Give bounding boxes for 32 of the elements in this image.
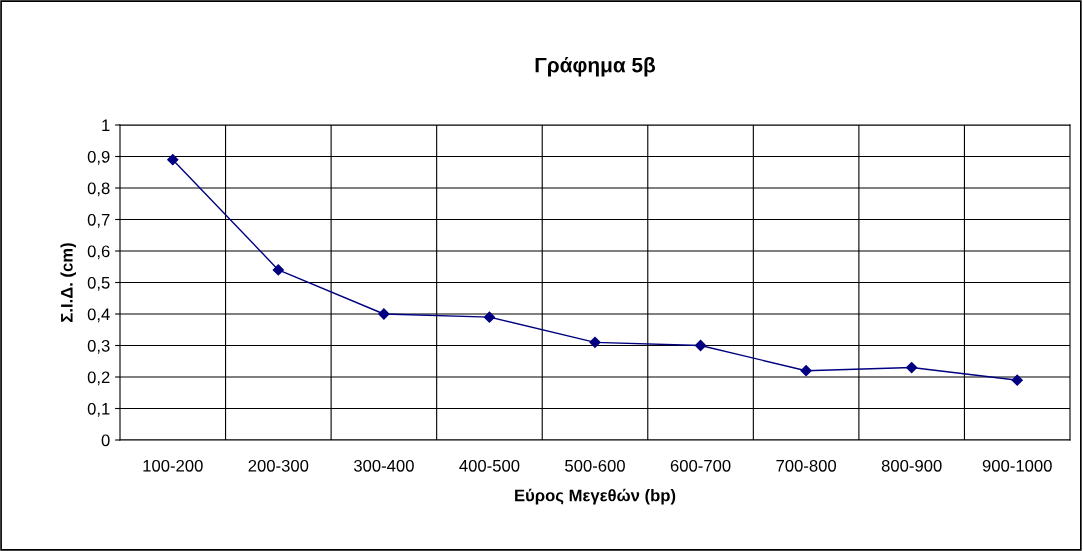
- point: [272, 264, 284, 276]
- y-tick-label: 0,1: [87, 402, 110, 417]
- chart-title: Γράφημα 5β: [535, 56, 656, 77]
- y-tick-label: 0,4: [87, 308, 110, 323]
- x-tick-label: 900-1000: [982, 459, 1052, 472]
- y-tick-label: 0,3: [87, 339, 110, 354]
- y-tick-label: 0,8: [87, 182, 110, 197]
- y-tick-label: 0,6: [87, 245, 110, 260]
- point: [589, 336, 601, 348]
- x-tick-label: 100-200: [143, 459, 203, 472]
- x-tick-label: 400-500: [459, 459, 520, 472]
- y-tick-label: 0,5: [87, 276, 110, 291]
- point: [906, 361, 918, 374]
- y-tick-label: 0,7: [87, 213, 110, 228]
- y-tick-label: 0,2: [87, 371, 110, 386]
- point: [800, 365, 812, 377]
- x-tick-label: 300-400: [353, 459, 414, 472]
- point: [694, 339, 707, 352]
- x-tick-label: 200-300: [248, 459, 309, 472]
- y-tick-label: 0: [101, 434, 110, 447]
- y-axis-title: Σ.Ι.Δ. (cm): [60, 243, 76, 322]
- x-axis-title: Εύρος Μεγεθών (bp): [515, 488, 676, 505]
- y-tick-label: 0,9: [87, 150, 110, 165]
- point: [483, 311, 496, 323]
- point: [1011, 374, 1023, 386]
- point: [167, 154, 179, 166]
- x-tick-label: 700-800: [776, 459, 837, 472]
- x-tick-label: 800-900: [881, 459, 942, 472]
- x-tick-label: 500-600: [565, 459, 625, 472]
- y-tick-label: 1: [102, 119, 110, 132]
- x-tick-label: 600-700: [670, 459, 731, 472]
- point: [378, 308, 390, 320]
